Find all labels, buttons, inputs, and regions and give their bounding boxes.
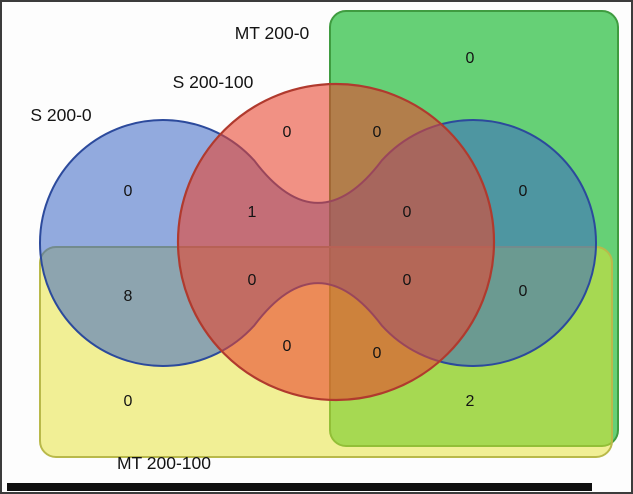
region-count: 0	[283, 124, 292, 141]
bottom-bar	[7, 483, 592, 491]
region-count: 8	[124, 288, 133, 305]
region-count: 0	[519, 183, 528, 200]
region-count: 2	[466, 393, 475, 410]
set-label-mt-200-100: MT 200-100	[117, 453, 211, 473]
set-label-s-200-0: S 200-0	[30, 105, 92, 125]
region-count: 0	[519, 283, 528, 300]
region-count: 1	[248, 204, 257, 221]
region-count: 0	[403, 204, 412, 221]
region-count: 0	[373, 124, 382, 141]
set-label-s-200-100: S 200-100	[173, 72, 254, 92]
set-label-mt-200-0: MT 200-0	[235, 23, 310, 43]
region-count: 0	[283, 338, 292, 355]
venn-set-shape-s-200-100	[176, 82, 496, 402]
region-count: 0	[124, 183, 133, 200]
region-count: 0	[248, 272, 257, 289]
region-count: 0	[124, 393, 133, 410]
region-count: 0	[403, 272, 412, 289]
region-count: 0	[373, 345, 382, 362]
region-count: 0	[466, 50, 475, 67]
